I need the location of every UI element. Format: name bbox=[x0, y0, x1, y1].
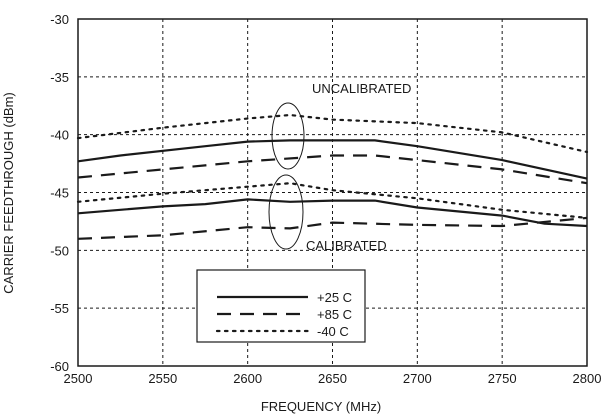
series-layer bbox=[76, 113, 589, 240]
series-line-calibrated-dashed bbox=[77, 216, 588, 240]
series-line-uncalibrated-dashed bbox=[77, 154, 588, 185]
x-tick-label: 2700 bbox=[403, 371, 432, 386]
annotation-ellipses bbox=[268, 102, 305, 250]
series-line-calibrated-solid bbox=[77, 198, 588, 228]
series-line-uncalibrated-dotted bbox=[76, 113, 589, 154]
series-line-calibrated-dotted bbox=[76, 182, 589, 219]
legend-label: -40 C bbox=[317, 324, 349, 339]
y-tick-label: -50 bbox=[50, 243, 69, 258]
calibrated-ellipse bbox=[268, 174, 304, 250]
x-tick-label: 2750 bbox=[488, 371, 517, 386]
y-axis-title: CARRIER FEEDTHROUGH (dBm) bbox=[1, 92, 16, 294]
y-tick-label: -60 bbox=[50, 359, 69, 374]
uncalibrated-label: UNCALIBRATED bbox=[312, 81, 411, 96]
legend: +25 C +85 C -40 C bbox=[196, 269, 366, 343]
x-tick-label: 2550 bbox=[148, 371, 177, 386]
series-line-uncalibrated-solid bbox=[77, 139, 588, 180]
plot-frame bbox=[77, 18, 588, 367]
x-tick-label: 2650 bbox=[318, 371, 347, 386]
y-tick-label: -35 bbox=[50, 70, 69, 85]
legend-label: +85 C bbox=[317, 307, 352, 322]
x-tick-label: 2600 bbox=[233, 371, 262, 386]
x-tick-label: 2500 bbox=[64, 371, 93, 386]
calibrated-label: CALIBRATED bbox=[306, 238, 387, 253]
x-axis-title: FREQUENCY (MHz) bbox=[261, 399, 381, 414]
y-tick-label: -30 bbox=[50, 12, 69, 27]
x-tick-label: 2800 bbox=[573, 371, 602, 386]
y-tick-label: -45 bbox=[50, 186, 69, 201]
legend-label: +25 C bbox=[317, 290, 352, 305]
uncalibrated-ellipse bbox=[271, 102, 305, 170]
y-tick-label: -40 bbox=[50, 128, 69, 143]
axis-ticks: 2500 2550 2600 2650 2700 2750 2800 -30 -35 -40 -45… bbox=[50, 12, 601, 386]
y-tick-label: -55 bbox=[50, 301, 69, 316]
